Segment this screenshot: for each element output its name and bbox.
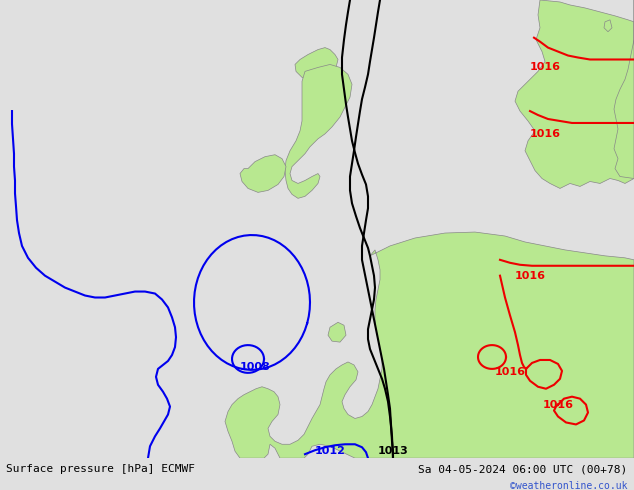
Polygon shape xyxy=(285,65,352,198)
Text: 1013: 1013 xyxy=(378,446,408,456)
Text: Surface pressure [hPa] ECMWF: Surface pressure [hPa] ECMWF xyxy=(6,465,195,474)
Text: ©weatheronline.co.uk: ©weatheronline.co.uk xyxy=(510,481,628,490)
Text: 1016: 1016 xyxy=(529,62,560,73)
Polygon shape xyxy=(240,155,286,193)
Polygon shape xyxy=(614,0,634,178)
Text: 1016: 1016 xyxy=(495,367,526,377)
Polygon shape xyxy=(295,48,338,81)
Text: 1016: 1016 xyxy=(543,400,574,410)
Polygon shape xyxy=(328,322,346,342)
Text: Sa 04-05-2024 06:00 UTC (00+78): Sa 04-05-2024 06:00 UTC (00+78) xyxy=(418,465,628,474)
Text: 1008: 1008 xyxy=(240,362,270,372)
Text: 1016: 1016 xyxy=(515,270,545,281)
Text: 1016: 1016 xyxy=(529,129,560,139)
Polygon shape xyxy=(515,0,634,189)
Text: 1012: 1012 xyxy=(314,446,346,456)
Polygon shape xyxy=(225,232,634,458)
Polygon shape xyxy=(604,20,612,32)
